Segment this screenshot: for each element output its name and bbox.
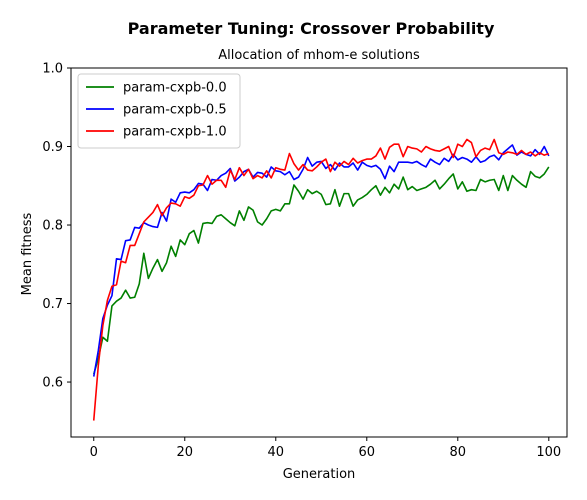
x-tick-label: 0 <box>90 445 98 460</box>
x-tick-label: 80 <box>450 445 467 460</box>
x-axis-label: Generation <box>283 467 356 482</box>
y-tick-label: 1.0 <box>42 62 63 77</box>
x-tick-label: 40 <box>267 445 284 460</box>
legend: param-cxpb-0.0 param-cxpb-0.5 param-cxpb-1… <box>77 73 241 149</box>
axes-frame <box>70 67 568 438</box>
series-line-0 <box>92 166 550 375</box>
x-tick-label: 60 <box>359 445 376 460</box>
legend-label-0: param-cxpb-0.0 <box>123 81 227 96</box>
plot-area <box>70 67 568 438</box>
y-tick-label: 0.8 <box>42 219 63 234</box>
series-line-2 <box>92 138 550 421</box>
legend-box <box>77 73 241 149</box>
x-tick-label: 20 <box>176 445 193 460</box>
y-tick-label: 0.9 <box>42 140 63 155</box>
legend-label-1: param-cxpb-0.5 <box>123 103 227 118</box>
y-axis-label: Mean fitness <box>20 212 35 295</box>
x-axis-ticks: 0 20 40 60 80 100 <box>90 437 561 460</box>
chart-subtitle: Allocation of mhom-e solutions <box>218 48 420 63</box>
y-tick-label: 0.6 <box>42 376 63 391</box>
x-tick-label: 100 <box>536 445 561 460</box>
legend-label-2: param-cxpb-1.0 <box>123 125 227 140</box>
y-tick-label: 0.7 <box>42 297 63 312</box>
y-axis-ticks: 0.6 0.7 0.8 0.9 1.0 <box>42 62 71 391</box>
chart-title: Parameter Tuning: Crossover Probability <box>128 19 495 38</box>
